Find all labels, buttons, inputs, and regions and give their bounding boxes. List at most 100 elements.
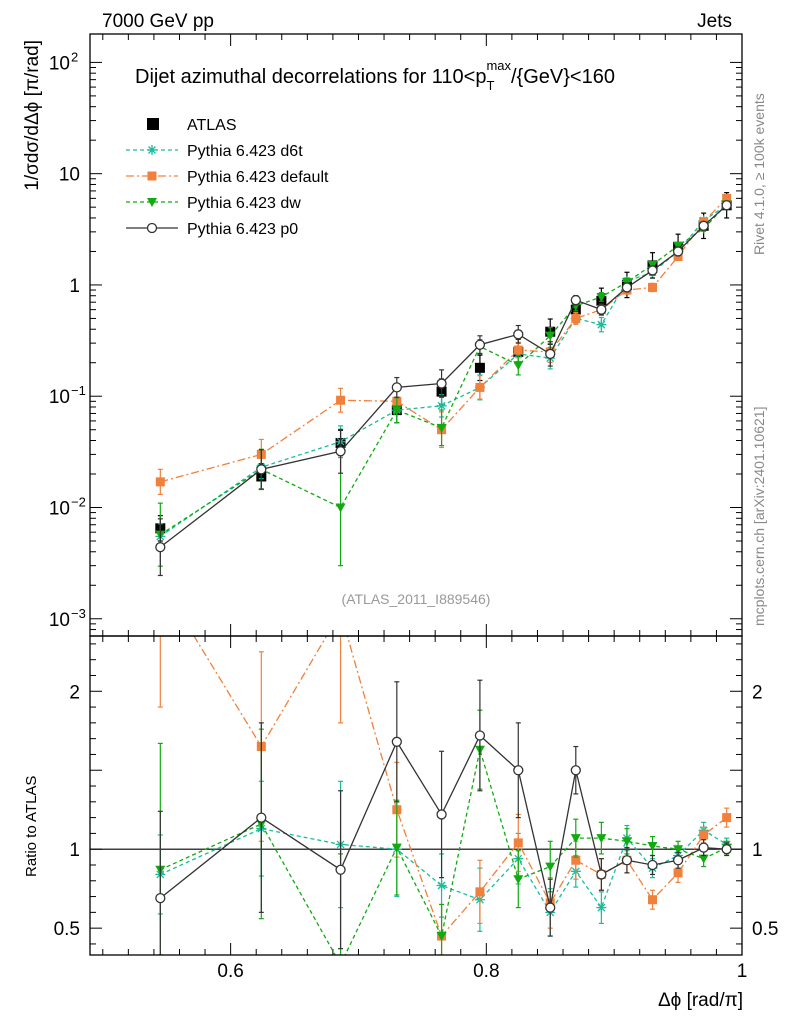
series-3-ratio-point xyxy=(155,892,166,904)
series-3-point xyxy=(256,464,267,475)
ratio-tick-label: 1 xyxy=(69,840,80,861)
series-1-ratio-point xyxy=(475,887,485,897)
ratio-panel-series xyxy=(155,608,732,969)
header-right: Jets xyxy=(697,11,732,32)
x-tick-label: 0.6 xyxy=(217,961,243,982)
series-3-point xyxy=(436,378,447,389)
series-2-ratio-point xyxy=(336,960,346,969)
series-3-ratio-point xyxy=(596,869,607,880)
x-tick-label: 1 xyxy=(737,961,748,982)
y-tick-label: 10−2 xyxy=(49,494,86,519)
series-0-line xyxy=(159,204,728,537)
series-1-ratio-point xyxy=(673,868,683,878)
y-tick-label-exp: 2 xyxy=(71,49,78,64)
series-2-ratio-line xyxy=(160,749,727,955)
ratio-tick-label-right: 0.5 xyxy=(752,919,778,940)
chart-title-pre: Dijet azimuthal decorrelations for 110<p xyxy=(135,66,486,88)
series-3-point xyxy=(155,542,166,553)
series-1-line xyxy=(160,197,728,483)
series-3-ratio-point xyxy=(436,809,447,820)
series-3-point xyxy=(391,382,402,393)
y-tick-label: 1 xyxy=(69,276,80,297)
y-tick-label: 10−3 xyxy=(49,606,86,631)
series-3-point xyxy=(596,304,607,315)
series-2-point xyxy=(391,406,402,416)
series-2-point xyxy=(436,423,447,433)
series-1-point xyxy=(571,313,581,323)
side-label-top: Rivet 4.1.0, ≥ 100k events xyxy=(751,93,767,255)
series-3-ratio-point xyxy=(672,855,684,866)
series-2-point xyxy=(673,241,684,251)
series-1-ratio-point xyxy=(722,813,732,823)
series-2-ratio-point xyxy=(513,875,524,885)
series-2-line xyxy=(159,203,728,536)
ratio-tick-label-right: 2 xyxy=(752,682,763,703)
y-axis-title: 1/σdσ/dΔϕ [π/rad] xyxy=(22,40,43,191)
series-3-point xyxy=(513,329,524,340)
y-tick-label: 102 xyxy=(49,49,78,74)
y-tick-label-base: 10 xyxy=(49,498,70,519)
ratio-tick-label: 0.5 xyxy=(54,919,80,940)
series-0-ratio-line xyxy=(160,827,728,914)
watermark: (ATLAS_2011_I889546) xyxy=(342,591,491,607)
legend-data-label: ATLAS xyxy=(187,117,237,134)
ratio-panel-frame xyxy=(89,635,743,956)
series-1-point xyxy=(475,382,485,392)
series-0-ratio-point xyxy=(596,902,607,913)
series-1-point xyxy=(648,282,658,292)
y-tick-label: 10−1 xyxy=(49,383,86,408)
x-tick-label: 0.8 xyxy=(473,961,499,982)
y-tick-label-exp: −2 xyxy=(71,494,86,509)
series-2-ratio-point xyxy=(673,845,684,855)
series-3-point xyxy=(474,339,486,350)
series-0-point xyxy=(596,319,607,330)
legend-series-2-label: Pythia 6.423 dw xyxy=(187,195,301,212)
series-0-point xyxy=(436,400,447,411)
series-3-ratio-point xyxy=(513,765,524,776)
header-left: 7000 GeV pp xyxy=(102,11,214,32)
series-2-point xyxy=(513,361,524,371)
series-1-ratio-point xyxy=(571,855,581,865)
series-3-ratio-point xyxy=(570,765,581,776)
series-1-ratio-point xyxy=(336,608,345,617)
side-label-bottom: mcplots.cern.ch [arXiv:2401.10621] xyxy=(751,407,767,626)
y-tick-label-base: 10 xyxy=(59,165,80,186)
series-2-ratio-point xyxy=(436,932,447,942)
chart-title-post: /{GeV}<160 xyxy=(511,66,615,88)
series-2-point xyxy=(335,503,346,513)
series-3-ratio-point xyxy=(621,855,633,866)
y-tick-label-exp: −1 xyxy=(71,383,86,398)
series-2-ratio-point xyxy=(698,854,709,864)
series-3-point xyxy=(545,348,556,360)
ratio-tick-label: 2 xyxy=(69,682,80,703)
ratio-axis-title: Ratio to ATLAS xyxy=(23,776,40,877)
series-3-point xyxy=(621,282,633,293)
y-tick-label-base: 10 xyxy=(49,387,70,408)
series-3-point xyxy=(647,265,658,276)
series-1-point xyxy=(155,477,165,487)
data-point xyxy=(474,362,485,373)
legend-series-1-marker xyxy=(147,171,157,181)
series-2-ratio-point xyxy=(621,837,632,847)
ratio-tick-label-right: 1 xyxy=(752,840,763,861)
series-3-ratio-point xyxy=(391,736,402,747)
series-1-point xyxy=(513,345,523,355)
series-2-point xyxy=(596,292,607,302)
series-2-ratio-point xyxy=(570,834,581,844)
series-3-ratio-point xyxy=(647,859,658,871)
chart-title-sub: T xyxy=(486,78,494,93)
series-2-ratio-point xyxy=(596,834,607,844)
series-3-line xyxy=(159,204,728,548)
series-3-point xyxy=(570,295,581,306)
series-3-ratio-point xyxy=(698,842,709,853)
series-3-ratio-point xyxy=(545,902,556,913)
legend-series-0-label: Pythia 6.423 d6t xyxy=(187,143,303,160)
series-2-point xyxy=(545,331,556,341)
legend-series-2-marker xyxy=(147,198,157,207)
series-0-ratio-point xyxy=(436,880,447,891)
series-1-ratio-point xyxy=(648,895,658,905)
legend-data-marker xyxy=(147,118,159,130)
y-tick-label-base: 1 xyxy=(69,276,80,297)
y-tick-label-base: 10 xyxy=(49,610,70,631)
